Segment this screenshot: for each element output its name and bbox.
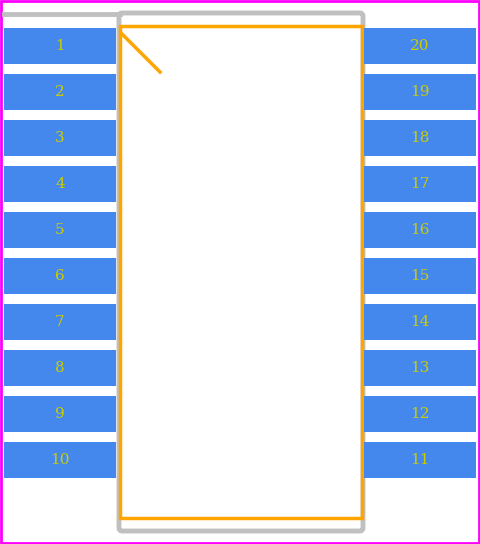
Text: 4: 4 (55, 177, 65, 191)
Text: 15: 15 (410, 269, 430, 283)
Bar (4, 212, 116, 248)
Text: 10: 10 (50, 453, 70, 467)
Bar (4, 120, 116, 156)
Text: 1: 1 (55, 39, 65, 53)
Text: 2: 2 (55, 85, 65, 99)
Bar (364, 396, 476, 432)
Bar (364, 166, 476, 202)
Text: 7: 7 (55, 315, 65, 329)
Bar (364, 258, 476, 294)
Text: 3: 3 (55, 131, 65, 145)
Text: 11: 11 (410, 453, 430, 467)
Bar (4, 74, 116, 110)
Bar (364, 120, 476, 156)
FancyBboxPatch shape (119, 13, 363, 531)
Text: 16: 16 (410, 223, 430, 237)
Text: 5: 5 (55, 223, 65, 237)
Text: 13: 13 (410, 361, 430, 375)
Bar (364, 212, 476, 248)
Bar (4, 258, 116, 294)
Bar (364, 442, 476, 478)
Bar (120, 26, 362, 518)
Text: 12: 12 (410, 407, 430, 421)
Text: 6: 6 (55, 269, 65, 283)
Text: 8: 8 (55, 361, 65, 375)
Bar (364, 350, 476, 386)
Bar (4, 350, 116, 386)
Bar (4, 166, 116, 202)
Bar (4, 28, 116, 64)
Text: 20: 20 (410, 39, 430, 53)
Text: 9: 9 (55, 407, 65, 421)
Bar (364, 28, 476, 64)
Bar (364, 304, 476, 340)
Bar (4, 396, 116, 432)
Text: 19: 19 (410, 85, 430, 99)
Bar (364, 74, 476, 110)
Bar (4, 304, 116, 340)
Text: 17: 17 (410, 177, 430, 191)
Bar (4, 442, 116, 478)
Text: 14: 14 (410, 315, 430, 329)
Text: 18: 18 (410, 131, 430, 145)
